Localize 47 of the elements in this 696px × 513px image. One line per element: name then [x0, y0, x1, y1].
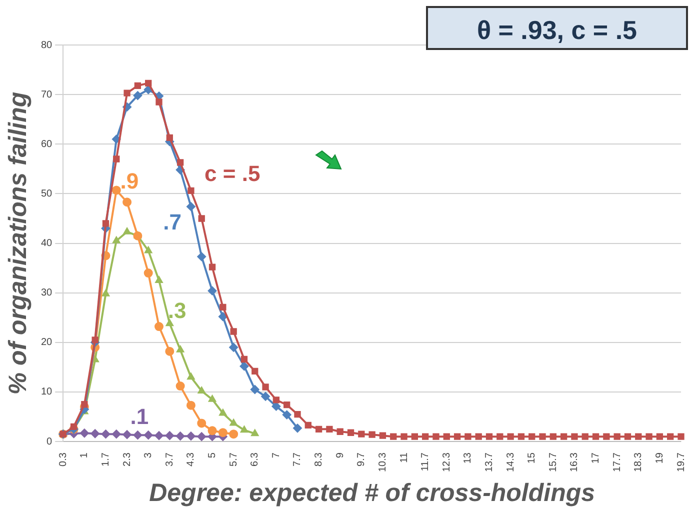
- x-tick-label: 9: [334, 452, 346, 458]
- x-tick-label: 15.7: [548, 452, 559, 472]
- x-tick-label: 11.7: [420, 452, 432, 472]
- y-tick-label: 70: [41, 89, 53, 100]
- x-tick-label: 6.3: [250, 452, 261, 466]
- y-tick-label: 10: [41, 386, 53, 398]
- y-axis-title: % of organizations failing: [4, 92, 32, 395]
- x-tick-label: 2.3: [122, 452, 133, 466]
- x-tick-label: 16.3: [569, 452, 580, 472]
- series-label: c = .5: [204, 161, 260, 186]
- x-tick-label: 7.7: [292, 452, 304, 466]
- x-tick-label: 18.3: [633, 452, 644, 472]
- x-tick-label: 5.7: [228, 452, 240, 466]
- x-tick-label: 15: [526, 452, 538, 464]
- x-tick-label: 11: [398, 452, 410, 463]
- x-tick-label: 3: [143, 452, 154, 458]
- x-tick-label: 14.3: [505, 452, 516, 472]
- x-tick-label: 13: [462, 452, 474, 464]
- y-tick-label: 80: [41, 40, 53, 51]
- x-tick-label: 5: [207, 452, 218, 458]
- series-label: .9: [120, 168, 139, 194]
- x-tick-label: 17.7: [612, 452, 623, 472]
- x-tick-label: 1: [79, 452, 90, 458]
- x-tick-label: 19: [654, 452, 666, 464]
- x-tick-label: 13.7: [484, 452, 495, 472]
- x-tick-label: 1.7: [100, 452, 112, 466]
- x-tick-label: 8.3: [314, 452, 325, 466]
- x-tick-label: 9.7: [356, 452, 368, 466]
- x-tick-label: 3.7: [164, 452, 176, 466]
- x-tick-label: 0.3: [58, 452, 69, 466]
- series-label: .3: [168, 298, 186, 323]
- x-tick-label: 19.7: [676, 452, 687, 472]
- x-tick-label: 10.3: [377, 452, 388, 472]
- x-tick-label: 12.3: [441, 452, 452, 472]
- y-tick-label: 0: [46, 436, 53, 448]
- y-tick-label: 50: [41, 188, 53, 200]
- x-tick-label: 4.3: [186, 452, 197, 466]
- y-tick-label: 40: [41, 238, 53, 250]
- x-axis-title: Degree: expected # of cross-holdings: [149, 478, 596, 507]
- y-tick-label: 20: [41, 337, 53, 348]
- x-tick-label: 17: [590, 452, 602, 464]
- title-box: θ = .93, c = .5: [426, 6, 688, 50]
- y-tick-label: 60: [41, 138, 53, 150]
- x-tick-label: 7: [270, 452, 282, 458]
- series-label: .1: [130, 404, 149, 430]
- y-tick-label: 30: [41, 288, 53, 299]
- series-label: .7: [163, 210, 182, 235]
